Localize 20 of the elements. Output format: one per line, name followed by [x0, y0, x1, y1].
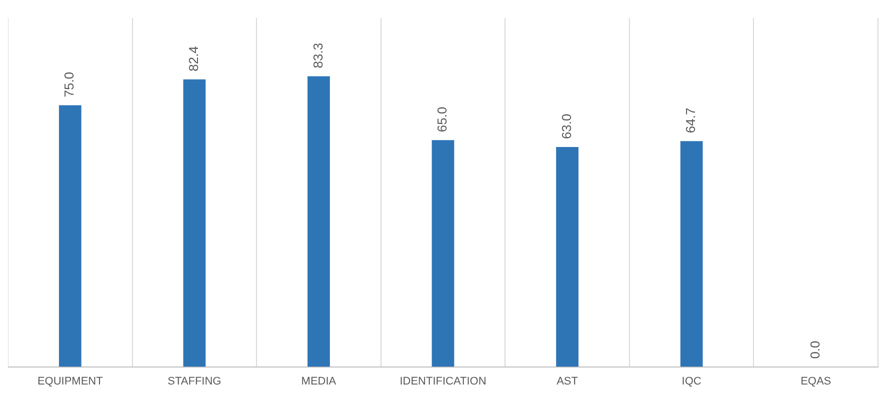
x-tick-label: IQC — [682, 375, 702, 388]
bar — [556, 147, 578, 367]
data-label: 83.3 — [310, 42, 326, 68]
data-label: 63.0 — [558, 114, 574, 140]
data-label: 65.0 — [434, 106, 450, 132]
bar — [308, 76, 330, 367]
x-tick-label: IDENTIFICATION — [400, 375, 486, 388]
x-tick-label: MEDIA — [301, 375, 337, 388]
x-tick-label: EQAS — [800, 375, 832, 388]
bar — [432, 140, 454, 367]
x-tick-label: STAFFING — [168, 375, 222, 388]
bar — [58, 105, 82, 367]
x-tick-label: AST — [556, 375, 578, 388]
data-label: 64.7 — [683, 108, 698, 134]
data-label: 0.0 — [807, 340, 822, 359]
x-tick-label: EQUIPMENT — [37, 375, 104, 388]
bar — [680, 141, 703, 367]
bar — [183, 79, 206, 367]
data-label: 82.4 — [186, 46, 202, 72]
data-label: 75.0 — [62, 72, 77, 98]
